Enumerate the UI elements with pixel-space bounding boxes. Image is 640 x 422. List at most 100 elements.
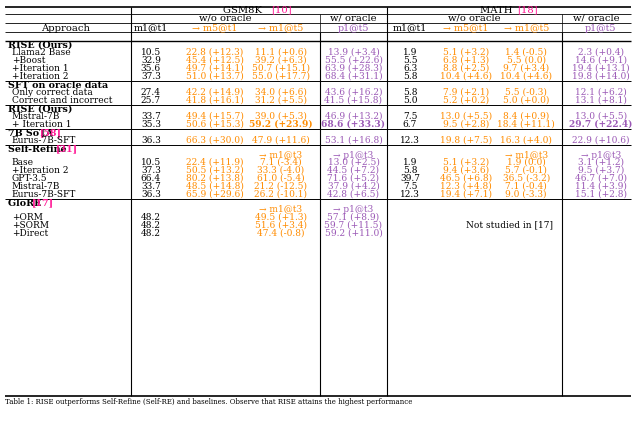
Text: 10.4 (+4.6): 10.4 (+4.6) xyxy=(440,71,492,81)
Text: 37.3: 37.3 xyxy=(141,71,161,81)
Text: 36.3: 36.3 xyxy=(141,189,161,198)
Text: +Iteration 2: +Iteration 2 xyxy=(12,165,68,175)
Text: 13.9 (+3.4): 13.9 (+3.4) xyxy=(328,48,380,57)
Text: 9.5 (+2.8): 9.5 (+2.8) xyxy=(442,119,489,129)
Text: 6.3: 6.3 xyxy=(403,63,417,73)
Text: 10.4 (+4.6): 10.4 (+4.6) xyxy=(500,71,552,81)
Text: 55.5 (+22.6): 55.5 (+22.6) xyxy=(324,56,382,65)
Text: 39.2 (+6.3): 39.2 (+6.3) xyxy=(255,56,307,65)
Text: 16.3 (+4.0): 16.3 (+4.0) xyxy=(500,135,552,144)
Text: 80.2 (+13.8): 80.2 (+13.8) xyxy=(186,173,243,182)
Text: 48.2: 48.2 xyxy=(141,228,161,238)
Text: → m1@t3: → m1@t3 xyxy=(505,151,548,160)
Text: → m1@t5: → m1@t5 xyxy=(259,24,303,32)
Text: 5.1 (+3.2): 5.1 (+3.2) xyxy=(443,157,489,167)
Text: 44.5 (+7.2): 44.5 (+7.2) xyxy=(328,165,380,175)
Text: 9.5 (+3.7): 9.5 (+3.7) xyxy=(577,165,624,175)
Text: 29.7 (+22.4): 29.7 (+22.4) xyxy=(569,119,632,129)
Text: 7.5: 7.5 xyxy=(403,181,417,190)
Text: 49.4 (+15.7): 49.4 (+15.7) xyxy=(186,111,243,121)
Text: 35.3: 35.3 xyxy=(141,119,161,129)
Text: +Direct: +Direct xyxy=(12,228,48,238)
Text: 19.4 (+13.1): 19.4 (+13.1) xyxy=(572,63,630,73)
Text: 63.9 (+28.3): 63.9 (+28.3) xyxy=(324,63,382,73)
Text: MATH: MATH xyxy=(479,5,515,14)
Text: 50.5 (+13.2): 50.5 (+13.2) xyxy=(186,165,243,175)
Text: 5.5 (0.0): 5.5 (0.0) xyxy=(507,56,546,65)
Text: Self-Refine: Self-Refine xyxy=(8,144,70,154)
Text: 42.8 (+6.5): 42.8 (+6.5) xyxy=(328,189,380,198)
Text: RISE (Ours): RISE (Ours) xyxy=(8,41,72,49)
Text: 31.2 (+5.5): 31.2 (+5.5) xyxy=(255,95,307,105)
Text: 59.2 (+23.9): 59.2 (+23.9) xyxy=(249,119,313,129)
Text: 59.7 (+11.5): 59.7 (+11.5) xyxy=(324,221,383,230)
Text: 34.0 (+6.6): 34.0 (+6.6) xyxy=(255,87,307,97)
Text: 5.1 (+3.2): 5.1 (+3.2) xyxy=(443,48,489,57)
Text: GSM8K: GSM8K xyxy=(223,5,266,14)
Text: 3.1 (+1.2): 3.1 (+1.2) xyxy=(578,157,624,167)
Text: 10.5: 10.5 xyxy=(141,48,161,57)
Text: 15.1 (+2.8): 15.1 (+2.8) xyxy=(575,189,627,198)
Text: 55.0 (+17.7): 55.0 (+17.7) xyxy=(252,71,310,81)
Text: 9.7 (+3.4): 9.7 (+3.4) xyxy=(503,63,549,73)
Text: w/ oracle: w/ oracle xyxy=(573,14,620,22)
Text: 13.0 (+5.5): 13.0 (+5.5) xyxy=(440,111,492,121)
Text: 1.4 (-0.5): 1.4 (-0.5) xyxy=(506,48,547,57)
Text: 33.7: 33.7 xyxy=(141,181,161,190)
Text: 61.0 (-5.4): 61.0 (-5.4) xyxy=(257,173,305,182)
Text: 5.8: 5.8 xyxy=(403,71,417,81)
Text: p1@t5: p1@t5 xyxy=(585,24,616,32)
Text: 57.1 (+8.9): 57.1 (+8.9) xyxy=(328,213,380,222)
Text: 5.5: 5.5 xyxy=(403,56,417,65)
Text: 22.8 (+12.3): 22.8 (+12.3) xyxy=(186,48,243,57)
Text: 47.9 (+11.6): 47.9 (+11.6) xyxy=(252,135,310,144)
Text: Mistral-7B: Mistral-7B xyxy=(12,181,60,190)
Text: 53.1 (+16.8): 53.1 (+16.8) xyxy=(324,135,382,144)
Text: [17]: [17] xyxy=(32,198,54,208)
Text: 5.0: 5.0 xyxy=(403,95,417,105)
Text: [58]: [58] xyxy=(40,129,61,138)
Text: Mistral-7B: Mistral-7B xyxy=(12,111,60,121)
Text: 46.5 (+6.8): 46.5 (+6.8) xyxy=(440,173,492,182)
Text: +Iteration 2: +Iteration 2 xyxy=(12,71,68,81)
Text: 59.2 (+11.0): 59.2 (+11.0) xyxy=(324,228,382,238)
Text: GPT-3.5: GPT-3.5 xyxy=(12,173,47,182)
Text: w/ oracle: w/ oracle xyxy=(330,14,377,22)
Text: 7.1 (-3.4): 7.1 (-3.4) xyxy=(260,157,302,167)
Text: Only correct data: Only correct data xyxy=(12,87,93,97)
Text: 22.9 (+10.6): 22.9 (+10.6) xyxy=(572,135,629,144)
Text: 48.2: 48.2 xyxy=(141,213,161,222)
Text: 1.9: 1.9 xyxy=(403,48,417,57)
Text: 43.6 (+16.2): 43.6 (+16.2) xyxy=(324,87,382,97)
Text: 12.3: 12.3 xyxy=(400,135,420,144)
Text: 13.0 (+5.5): 13.0 (+5.5) xyxy=(575,111,627,121)
Text: 66.3 (+30.0): 66.3 (+30.0) xyxy=(186,135,243,144)
Text: 19.8 (+14.0): 19.8 (+14.0) xyxy=(572,71,630,81)
Text: 33.3 (-4.0): 33.3 (-4.0) xyxy=(257,165,305,175)
Text: → p1@t3: → p1@t3 xyxy=(333,205,374,214)
Text: +Iteration 1: +Iteration 1 xyxy=(12,63,68,73)
Text: 8.4 (+0.9): 8.4 (+0.9) xyxy=(503,111,549,121)
Text: 2.3 (+0.4): 2.3 (+0.4) xyxy=(578,48,624,57)
Text: + Iteration 1: + Iteration 1 xyxy=(12,119,72,129)
Text: 13.1 (+8.1): 13.1 (+8.1) xyxy=(575,95,627,105)
Text: → m5@t1: → m5@t1 xyxy=(192,24,237,32)
Text: Base: Base xyxy=(12,157,34,167)
Text: 7.5: 7.5 xyxy=(403,111,417,121)
Text: Not studied in [17]: Not studied in [17] xyxy=(466,221,553,230)
Text: 50.7 (+15.1): 50.7 (+15.1) xyxy=(252,63,310,73)
Text: 48.5 (+14.8): 48.5 (+14.8) xyxy=(186,181,243,190)
Text: 39.0 (+5.3): 39.0 (+5.3) xyxy=(255,111,307,121)
Text: 27.4: 27.4 xyxy=(141,87,161,97)
Text: → m1@t5: → m1@t5 xyxy=(504,24,549,32)
Text: SFT on oracle data: SFT on oracle data xyxy=(8,81,108,89)
Text: 19.8 (+7.5): 19.8 (+7.5) xyxy=(440,135,492,144)
Text: 25.7: 25.7 xyxy=(141,95,161,105)
Text: → p1@t3: → p1@t3 xyxy=(580,151,621,160)
Text: 51.6 (+3.4): 51.6 (+3.4) xyxy=(255,221,307,230)
Text: 66.4: 66.4 xyxy=(141,173,161,182)
Text: 19.4 (+7.1): 19.4 (+7.1) xyxy=(440,189,492,198)
Text: RISE (Ours): RISE (Ours) xyxy=(8,105,72,114)
Text: m1@t1: m1@t1 xyxy=(393,24,427,32)
Text: Llama2 Base: Llama2 Base xyxy=(12,48,70,57)
